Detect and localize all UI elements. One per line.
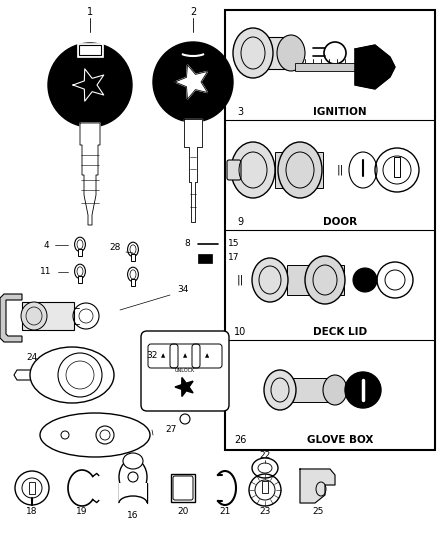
Polygon shape [184, 119, 202, 222]
Ellipse shape [21, 302, 47, 330]
Ellipse shape [252, 258, 288, 302]
Ellipse shape [123, 453, 143, 469]
Text: ▲: ▲ [183, 353, 187, 359]
Bar [29, 482, 35, 494]
Text: 2: 2 [190, 7, 196, 17]
Text: 23: 23 [259, 507, 271, 516]
Text: 27: 27 [165, 425, 177, 434]
Text: ||: || [336, 165, 344, 175]
Bar [225, 10, 435, 450]
Text: 32: 32 [146, 351, 158, 359]
Text: 28: 28 [110, 244, 121, 253]
Text: GLOVE BOX: GLOVE BOX [307, 435, 373, 445]
Bar [280, 378, 335, 402]
FancyBboxPatch shape [141, 331, 229, 411]
Polygon shape [355, 45, 395, 89]
Text: 21: 21 [219, 507, 231, 516]
Ellipse shape [264, 370, 296, 410]
Ellipse shape [40, 413, 150, 457]
Bar [131, 279, 135, 286]
Bar [77, 43, 103, 57]
Polygon shape [0, 294, 22, 342]
Bar [22, 302, 74, 330]
Ellipse shape [323, 375, 347, 405]
Text: 3: 3 [237, 107, 243, 117]
Ellipse shape [119, 459, 147, 495]
Polygon shape [175, 65, 208, 99]
Polygon shape [80, 123, 100, 225]
Text: DECK LID: DECK LID [313, 327, 367, 337]
Text: 8: 8 [184, 239, 190, 248]
Text: 4: 4 [43, 240, 49, 249]
Text: 20: 20 [177, 507, 189, 516]
Bar [287, 265, 344, 295]
Ellipse shape [277, 35, 305, 71]
Polygon shape [300, 469, 335, 503]
Text: 26: 26 [234, 435, 246, 445]
Bar [79, 45, 101, 55]
Text: ▲: ▲ [161, 353, 165, 359]
Ellipse shape [231, 142, 275, 198]
Circle shape [153, 42, 233, 122]
Text: UNLOCK: UNLOCK [175, 367, 195, 373]
Text: 24: 24 [26, 353, 38, 362]
Bar [131, 254, 135, 261]
Ellipse shape [233, 28, 273, 78]
Text: DOOR: DOOR [323, 217, 357, 227]
Bar [394, 157, 400, 177]
Text: 16: 16 [127, 512, 139, 521]
Polygon shape [175, 377, 193, 397]
Text: 19: 19 [76, 507, 88, 516]
Circle shape [353, 268, 377, 292]
Text: 9: 9 [237, 217, 243, 227]
Text: 10: 10 [234, 327, 246, 337]
Bar [262, 481, 268, 493]
Bar [119, 483, 147, 505]
Text: 22: 22 [259, 450, 271, 459]
Text: 34: 34 [177, 286, 189, 295]
Text: IGNITION: IGNITION [313, 107, 367, 117]
Ellipse shape [305, 256, 345, 304]
Text: 17: 17 [228, 254, 240, 262]
Text: 18: 18 [26, 507, 38, 516]
Bar [275, 152, 323, 188]
Text: 11: 11 [40, 268, 52, 277]
Text: ▲: ▲ [205, 353, 209, 359]
Bar [198, 254, 212, 263]
FancyBboxPatch shape [227, 160, 241, 180]
Text: 15: 15 [228, 239, 240, 248]
Bar [295, 63, 355, 71]
Text: ||: || [237, 274, 244, 285]
Text: 25: 25 [312, 507, 324, 516]
Bar [171, 474, 195, 502]
Text: 1: 1 [87, 7, 93, 17]
Bar [78, 249, 82, 256]
Ellipse shape [278, 142, 322, 198]
Bar [78, 276, 82, 283]
Circle shape [345, 372, 381, 408]
Circle shape [48, 43, 132, 127]
Bar [253, 37, 291, 69]
